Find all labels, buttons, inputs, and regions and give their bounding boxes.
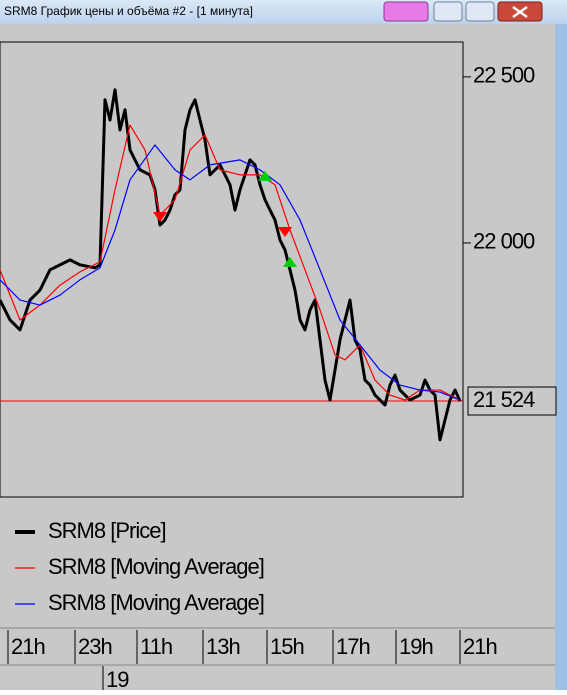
x-tick-label: 13h: [206, 634, 240, 659]
x-tick-label: 15h: [270, 634, 304, 659]
signal-marker: [283, 256, 297, 267]
legend-label: SRM8 [Price]: [48, 518, 166, 543]
x-tick-label: 11h: [140, 634, 172, 659]
link-button[interactable]: [383, 1, 429, 22]
maximize-button[interactable]: [465, 1, 495, 22]
signal-marker: [278, 226, 292, 237]
x-tick-label: 21h: [463, 634, 497, 659]
signal-marker: [153, 212, 167, 223]
plot-area: [0, 41, 464, 498]
date-tick-label: 19: [106, 667, 129, 690]
x-tick-label: 17h: [336, 634, 370, 659]
x-tick-label: 19h: [399, 634, 433, 659]
window-title: SRM8 График цены и объёма #2 - [1 минута…: [4, 4, 253, 18]
y-tick-label: 22 500: [473, 63, 535, 88]
signal-marker: [258, 170, 272, 181]
legend-label: SRM8 [Moving Average]: [48, 590, 264, 615]
window-border: [555, 24, 567, 690]
close-icon: [512, 5, 528, 19]
minimize-button[interactable]: [433, 1, 463, 22]
y-tick-label: 22 000: [473, 229, 535, 254]
series-line: [0, 88, 462, 442]
series-line: [0, 144, 461, 401]
time-axis: [0, 628, 555, 690]
last-value-box: [467, 386, 557, 416]
x-tick-label: 21h: [11, 634, 45, 659]
legend-label: SRM8 [Moving Average]: [48, 554, 264, 579]
last-value-label: 21 524: [473, 387, 535, 412]
x-tick-label: 23h: [78, 634, 112, 659]
series-line: [0, 124, 461, 401]
